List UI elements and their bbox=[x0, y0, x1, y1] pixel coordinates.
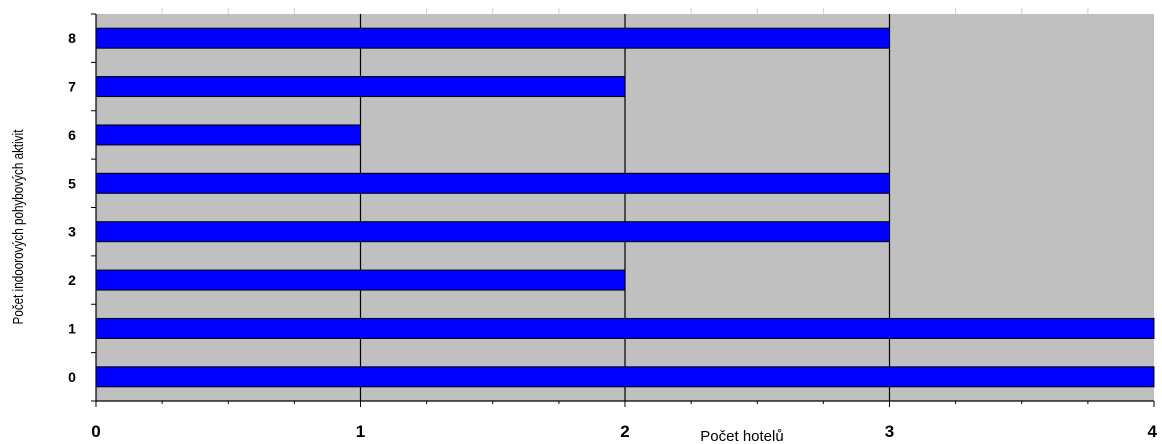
bar-7 bbox=[95, 76, 626, 98]
y-tick-label: 5 bbox=[68, 175, 76, 191]
y-tick-label: 8 bbox=[68, 30, 76, 46]
y-tick-label: 7 bbox=[68, 79, 76, 95]
y-tick-label: 3 bbox=[68, 224, 76, 240]
bar-0 bbox=[95, 366, 1155, 388]
bar-8 bbox=[95, 27, 890, 49]
x-tick-label: 1 bbox=[356, 422, 365, 441]
bar-6 bbox=[95, 124, 361, 146]
x-tick-label: 0 bbox=[91, 422, 100, 441]
x-axis-title: Počet hotelů bbox=[700, 428, 783, 444]
y-tick-label: 1 bbox=[68, 320, 76, 336]
y-axis-title: Počet indoorových pohybových aktivit bbox=[10, 129, 27, 324]
bar-2 bbox=[95, 269, 626, 291]
x-tick-label: 2 bbox=[620, 422, 629, 441]
x-tick-label: 4 bbox=[1148, 422, 1158, 441]
x-tick-label: 3 bbox=[885, 422, 894, 441]
bar-1 bbox=[95, 317, 1155, 339]
y-tick-label: 2 bbox=[68, 272, 76, 288]
y-tick-label: 6 bbox=[68, 127, 76, 143]
x-tick-labels: 0 1 2 3 4 bbox=[91, 422, 1157, 441]
axes bbox=[91, 8, 1155, 407]
bar-3 bbox=[95, 221, 890, 243]
y-tick-labels: 0 1 2 3 5 6 7 8 bbox=[68, 30, 76, 385]
bar-5 bbox=[95, 172, 890, 194]
y-tick-label: 0 bbox=[68, 369, 76, 385]
